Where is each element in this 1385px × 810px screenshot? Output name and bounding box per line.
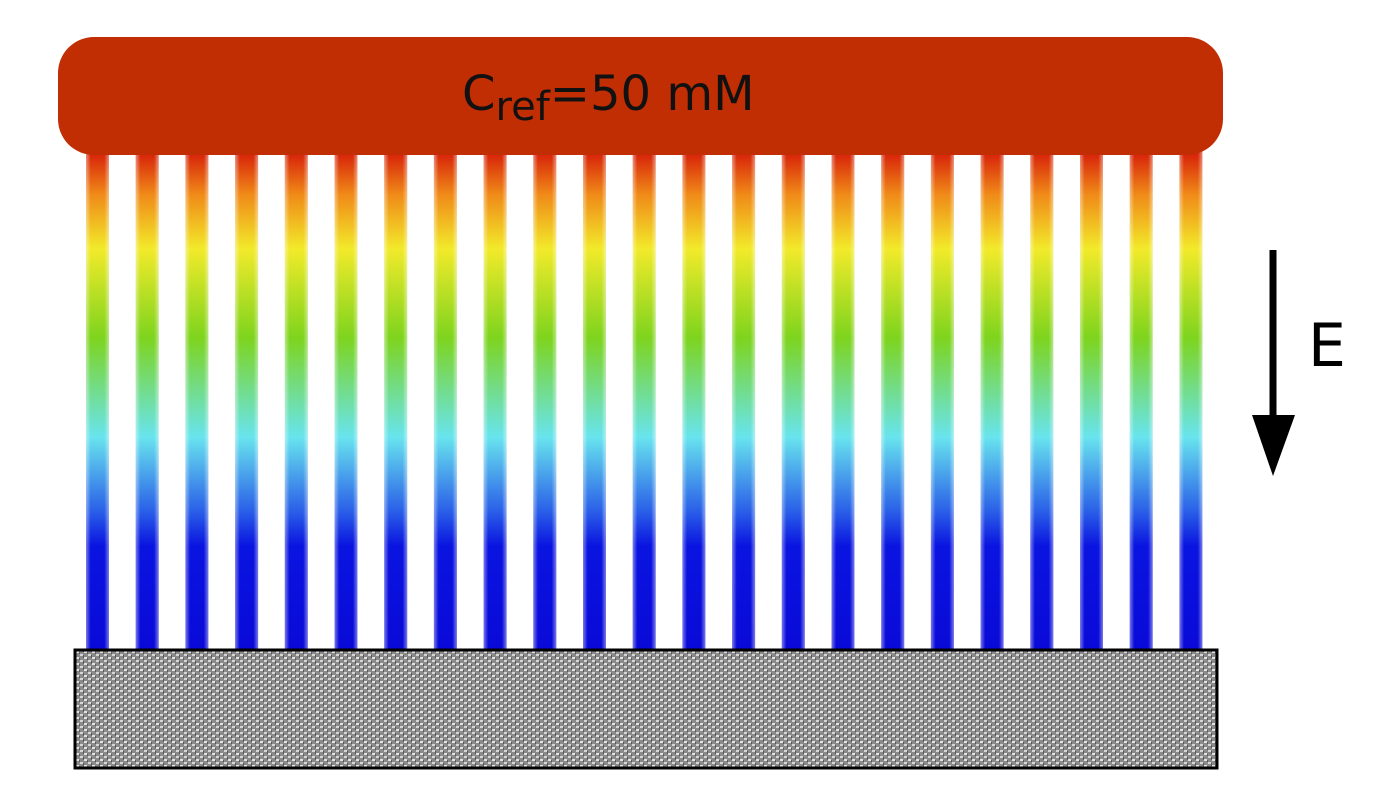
nanochannel-edge — [881, 150, 905, 650]
arrow-head — [1252, 415, 1295, 476]
reservoir-label: Cref=50 mM — [462, 66, 755, 130]
nanochannel-edge — [583, 150, 606, 650]
nanochannel-edge — [185, 150, 209, 650]
nanochannel-edge — [1179, 150, 1203, 650]
nanochannel-edge — [732, 150, 756, 650]
nanochannels — [86, 150, 1203, 650]
nanochannel-edge — [384, 150, 408, 650]
nanochannel-edge — [433, 150, 457, 650]
nanochannel-edge — [284, 150, 308, 650]
symbol: C — [462, 66, 496, 122]
nanochannel-edge — [980, 150, 1004, 650]
nanochannel-edge — [1129, 150, 1153, 650]
nanochannel-edge — [1030, 150, 1054, 650]
subscript: ref — [496, 84, 551, 130]
substrate — [73, 648, 1219, 770]
nanochannel-edge — [930, 150, 954, 650]
field-label: E — [1308, 311, 1346, 381]
nanochannel-edge — [1080, 150, 1103, 650]
nanochannel-edge — [682, 150, 706, 650]
nanochannel-edge — [483, 150, 507, 650]
value: =50 mM — [550, 66, 755, 122]
nanochannel-edge — [334, 150, 358, 650]
nanochannel-edge — [831, 150, 855, 650]
nanochannel-edge — [533, 150, 557, 650]
nanochannel-edge — [781, 150, 805, 650]
nanochannel-edge — [235, 150, 259, 650]
nanochannel-edge — [632, 150, 656, 650]
nanochannel-edge — [135, 150, 159, 650]
reservoir — [58, 37, 1223, 155]
nanochannel-edge — [86, 150, 109, 650]
